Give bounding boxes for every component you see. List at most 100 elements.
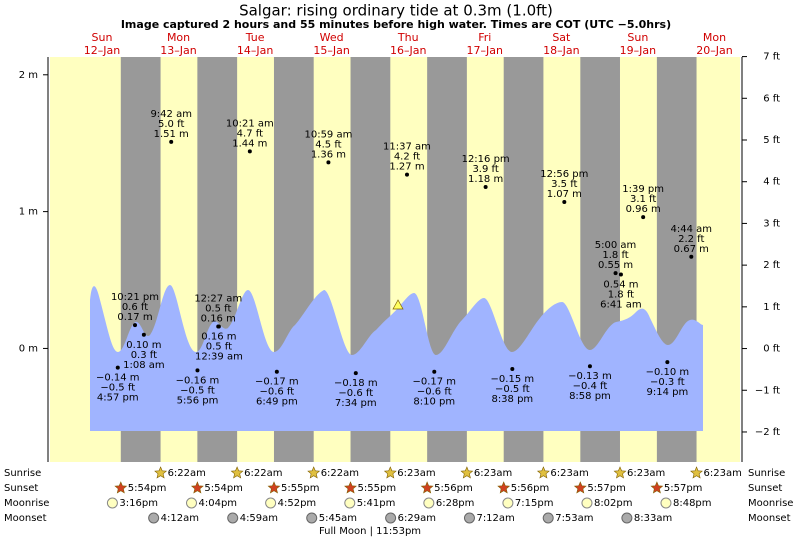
y2-tick-label: 5 ft: [763, 135, 780, 146]
row-label: Sunset: [748, 483, 782, 494]
sun-icon: [460, 466, 474, 479]
tide-label: 12:16 pm: [462, 154, 510, 165]
tide-label: 5.0 ft: [158, 119, 184, 130]
sun-icon: [573, 481, 587, 494]
tide-point: [641, 215, 646, 220]
moonset-time: 7:12am: [476, 513, 514, 524]
tide-label: 1.8 ft: [602, 250, 628, 261]
moonset-time: 5:45am: [319, 513, 357, 524]
sunset-time: 5:57pm: [664, 483, 703, 494]
tide-label: 1:08 am: [123, 360, 165, 371]
tide-label: 0.67 m: [674, 244, 709, 255]
moonrise-icon: [186, 497, 198, 509]
moonset-time: 7:53am: [555, 513, 593, 524]
tide-label: 1.18 m: [468, 174, 503, 185]
tide-label: −0.4 ft: [573, 381, 608, 392]
y2-tick-label: −2 ft: [755, 427, 780, 438]
y2-tick-label: −1 ft: [755, 385, 780, 396]
y2-tick-label: 1 ft: [763, 302, 780, 313]
day-date: 18–Jan: [543, 44, 579, 57]
sun-icon: [613, 466, 627, 479]
moonset-icon: [542, 512, 554, 524]
sunrise-time: 6:23am: [627, 468, 665, 479]
sunset-time: 5:54pm: [128, 483, 167, 494]
row-label: Moonset: [748, 513, 791, 524]
moonrise-icon: [423, 497, 435, 509]
tide-label: −0.3 ft: [650, 377, 685, 388]
y2-tick-label: 0 ft: [763, 344, 780, 355]
moonrise-time: 6:28pm: [436, 498, 475, 509]
y2-tick-label: 7 ft: [763, 52, 780, 63]
tide-label: 0.55 m: [598, 260, 633, 271]
tide-point: [432, 369, 437, 374]
moonrise-time: 7:15pm: [515, 498, 554, 509]
tide-label: 1:39 pm: [622, 184, 664, 195]
day-date: 19–Jan: [620, 44, 656, 57]
tide-label: −0.15 m: [491, 374, 535, 385]
tide-label: −0.17 m: [255, 377, 299, 388]
moonset-time: 6:29am: [398, 513, 436, 524]
tide-label: 7:34 pm: [335, 398, 377, 409]
tide-point: [216, 324, 221, 329]
chart-subtitle: Image captured 2 hours and 55 minutes be…: [121, 18, 671, 31]
moonrise-time: 8:02pm: [594, 498, 633, 509]
moonset-icon: [227, 512, 239, 524]
day-name: Wed: [320, 31, 344, 44]
tide-label: −0.5 ft: [100, 383, 135, 394]
tide-label: 5:00 am: [595, 240, 637, 251]
tide-label: 0.6 ft: [122, 302, 148, 313]
sunrise-time: 6:23am: [550, 468, 588, 479]
tide-point: [169, 139, 174, 144]
tide-label: 0.3 ft: [131, 350, 157, 361]
row-label: Sunrise: [4, 468, 41, 479]
y2-tick-label: 2 ft: [763, 260, 780, 271]
row-label: Moonrise: [4, 498, 49, 509]
sunset-time: 5:57pm: [587, 483, 626, 494]
tide-label: 3.1 ft: [630, 194, 656, 205]
sunrise-time: 6:22am: [321, 468, 359, 479]
day-date: 20–Jan: [696, 44, 732, 57]
tide-label: 2.2 ft: [678, 234, 704, 245]
tide-point: [247, 149, 252, 154]
tide-label: 8:38 pm: [491, 394, 533, 405]
sunset-time: 5:56pm: [511, 483, 550, 494]
sun-icon: [190, 481, 204, 494]
sun-icon: [114, 481, 128, 494]
current-tide-marker: [392, 299, 404, 310]
sun-icon: [307, 466, 321, 479]
sun-icon: [230, 466, 244, 479]
tide-label: 4.2 ft: [394, 152, 420, 163]
tide-point: [665, 360, 670, 365]
tide-label: 1.51 m: [154, 129, 189, 140]
day-name: Mon: [167, 31, 190, 44]
tide-point: [195, 368, 200, 373]
sunset-time: 5:55pm: [281, 483, 320, 494]
moonrise-time: 3:16pm: [119, 498, 158, 509]
moonset-time: 8:33am: [634, 513, 672, 524]
tide-label: 4.5 ft: [315, 139, 341, 150]
tide-point: [115, 365, 120, 370]
sun-icon: [344, 481, 357, 494]
sunrise-time: 6:23am: [704, 468, 742, 479]
sun-icon: [650, 481, 664, 494]
tide-label: 11:37 am: [383, 142, 431, 153]
tide-label: 1.44 m: [232, 138, 267, 149]
tide-point: [562, 200, 567, 205]
day-date: 17–Jan: [467, 44, 503, 57]
tide-label: 3.9 ft: [472, 164, 498, 175]
y2-tick-label: 3 ft: [763, 218, 780, 229]
tide-label: 10:21 am: [226, 118, 274, 129]
sunset-time: 5:55pm: [358, 483, 397, 494]
sunrise-time: 6:23am: [474, 468, 512, 479]
moonset-icon: [148, 512, 160, 524]
tide-label: 4:57 pm: [97, 393, 139, 404]
moonset-icon: [621, 512, 633, 524]
day-name: Sun: [92, 31, 113, 44]
tide-point: [132, 323, 137, 328]
tide-label: 6:41 am: [600, 300, 642, 311]
tide-label: 4.7 ft: [237, 128, 263, 139]
moonrise-time: 8:48pm: [673, 498, 712, 509]
tide-label: −0.14 m: [96, 373, 140, 384]
tide-label: 1.07 m: [547, 189, 582, 200]
